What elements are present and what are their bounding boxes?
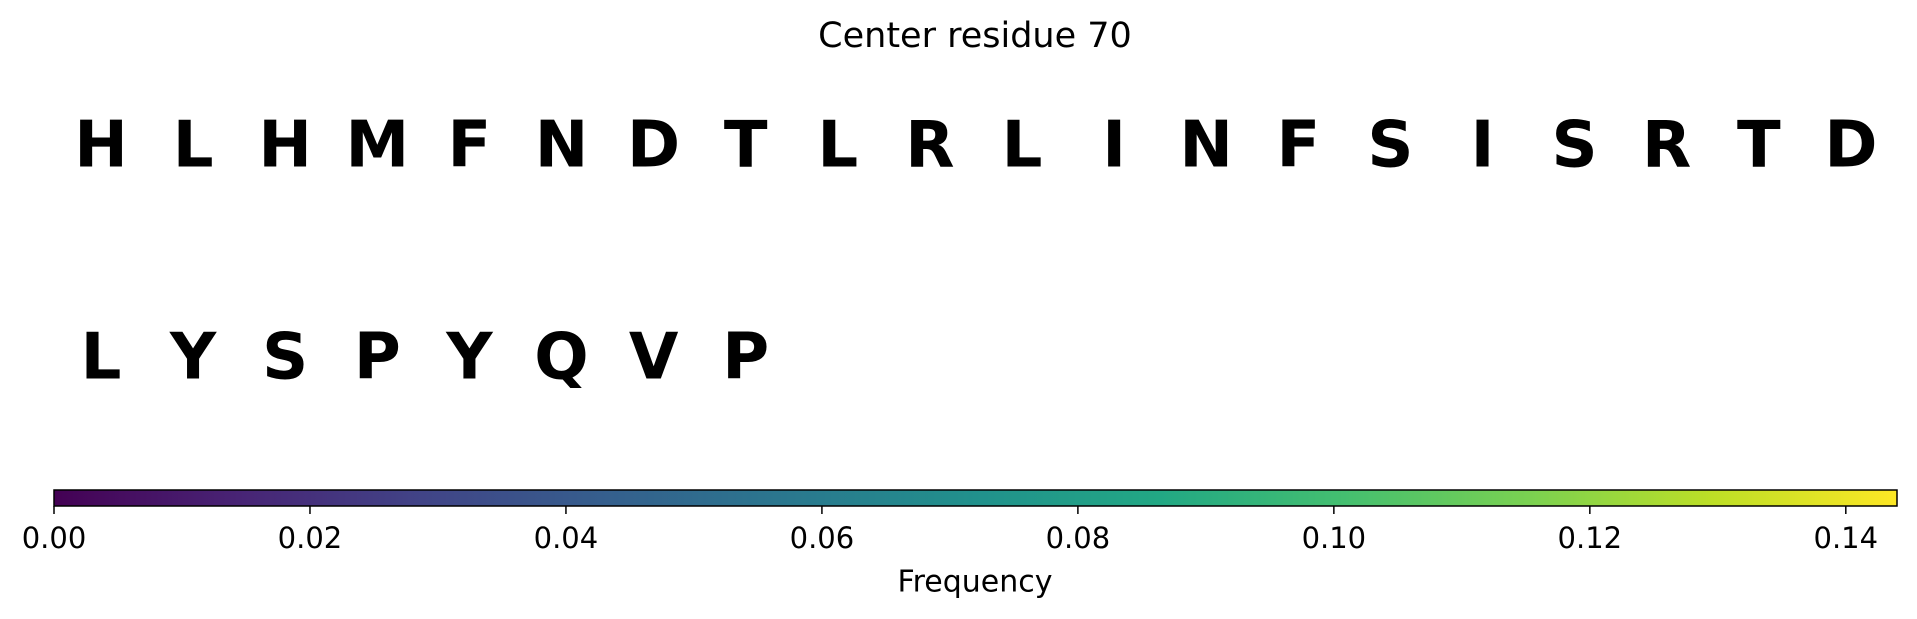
residue-letter: L [817,109,858,183]
residue-letter: Y [169,321,217,395]
tick-label: 0.06 [790,521,855,555]
residue-letter: R [905,109,954,183]
residue-letter: L [1002,109,1043,183]
tick-label: 0.04 [534,521,599,555]
residue-letter: H [74,109,128,183]
residue-letter: S [262,321,308,395]
residue-letter: T [724,109,768,183]
residue-letter: N [1179,109,1233,183]
residue-letter: M [345,109,409,183]
residue-letter: F [1276,109,1320,183]
residue-letter: S [1367,109,1413,183]
tick-label: 0.08 [1046,521,1111,555]
tick-label: 0.10 [1302,521,1367,555]
residue-letter: L [81,321,122,395]
residue-letter: R [1642,109,1691,183]
tick-label: 0.14 [1814,521,1879,555]
colorbar-label: Frequency [898,565,1053,600]
residue-letter: L [173,109,214,183]
residue-letter: F [448,109,492,183]
residue-letter: N [535,109,589,183]
residue-letter: Y [445,321,493,395]
residue-letter: V [629,321,679,395]
chart-title: Center residue 70 [818,16,1132,56]
residue-letter: P [354,321,401,395]
residue-letter: I [1471,109,1495,183]
tick-label: 0.12 [1558,521,1623,555]
residue-letter: I [1102,109,1126,183]
tick-label: 0.02 [278,521,343,555]
residue-letter: T [1737,109,1781,183]
residue-letter: Q [534,321,588,395]
residue-letter: D [1824,109,1877,183]
residue-letter: S [1552,109,1598,183]
tick-label: 0.00 [22,521,87,555]
residue-letter: D [627,109,680,183]
colorbar [53,489,1898,507]
residue-letter: H [258,109,312,183]
residue-letter: P [722,321,769,395]
